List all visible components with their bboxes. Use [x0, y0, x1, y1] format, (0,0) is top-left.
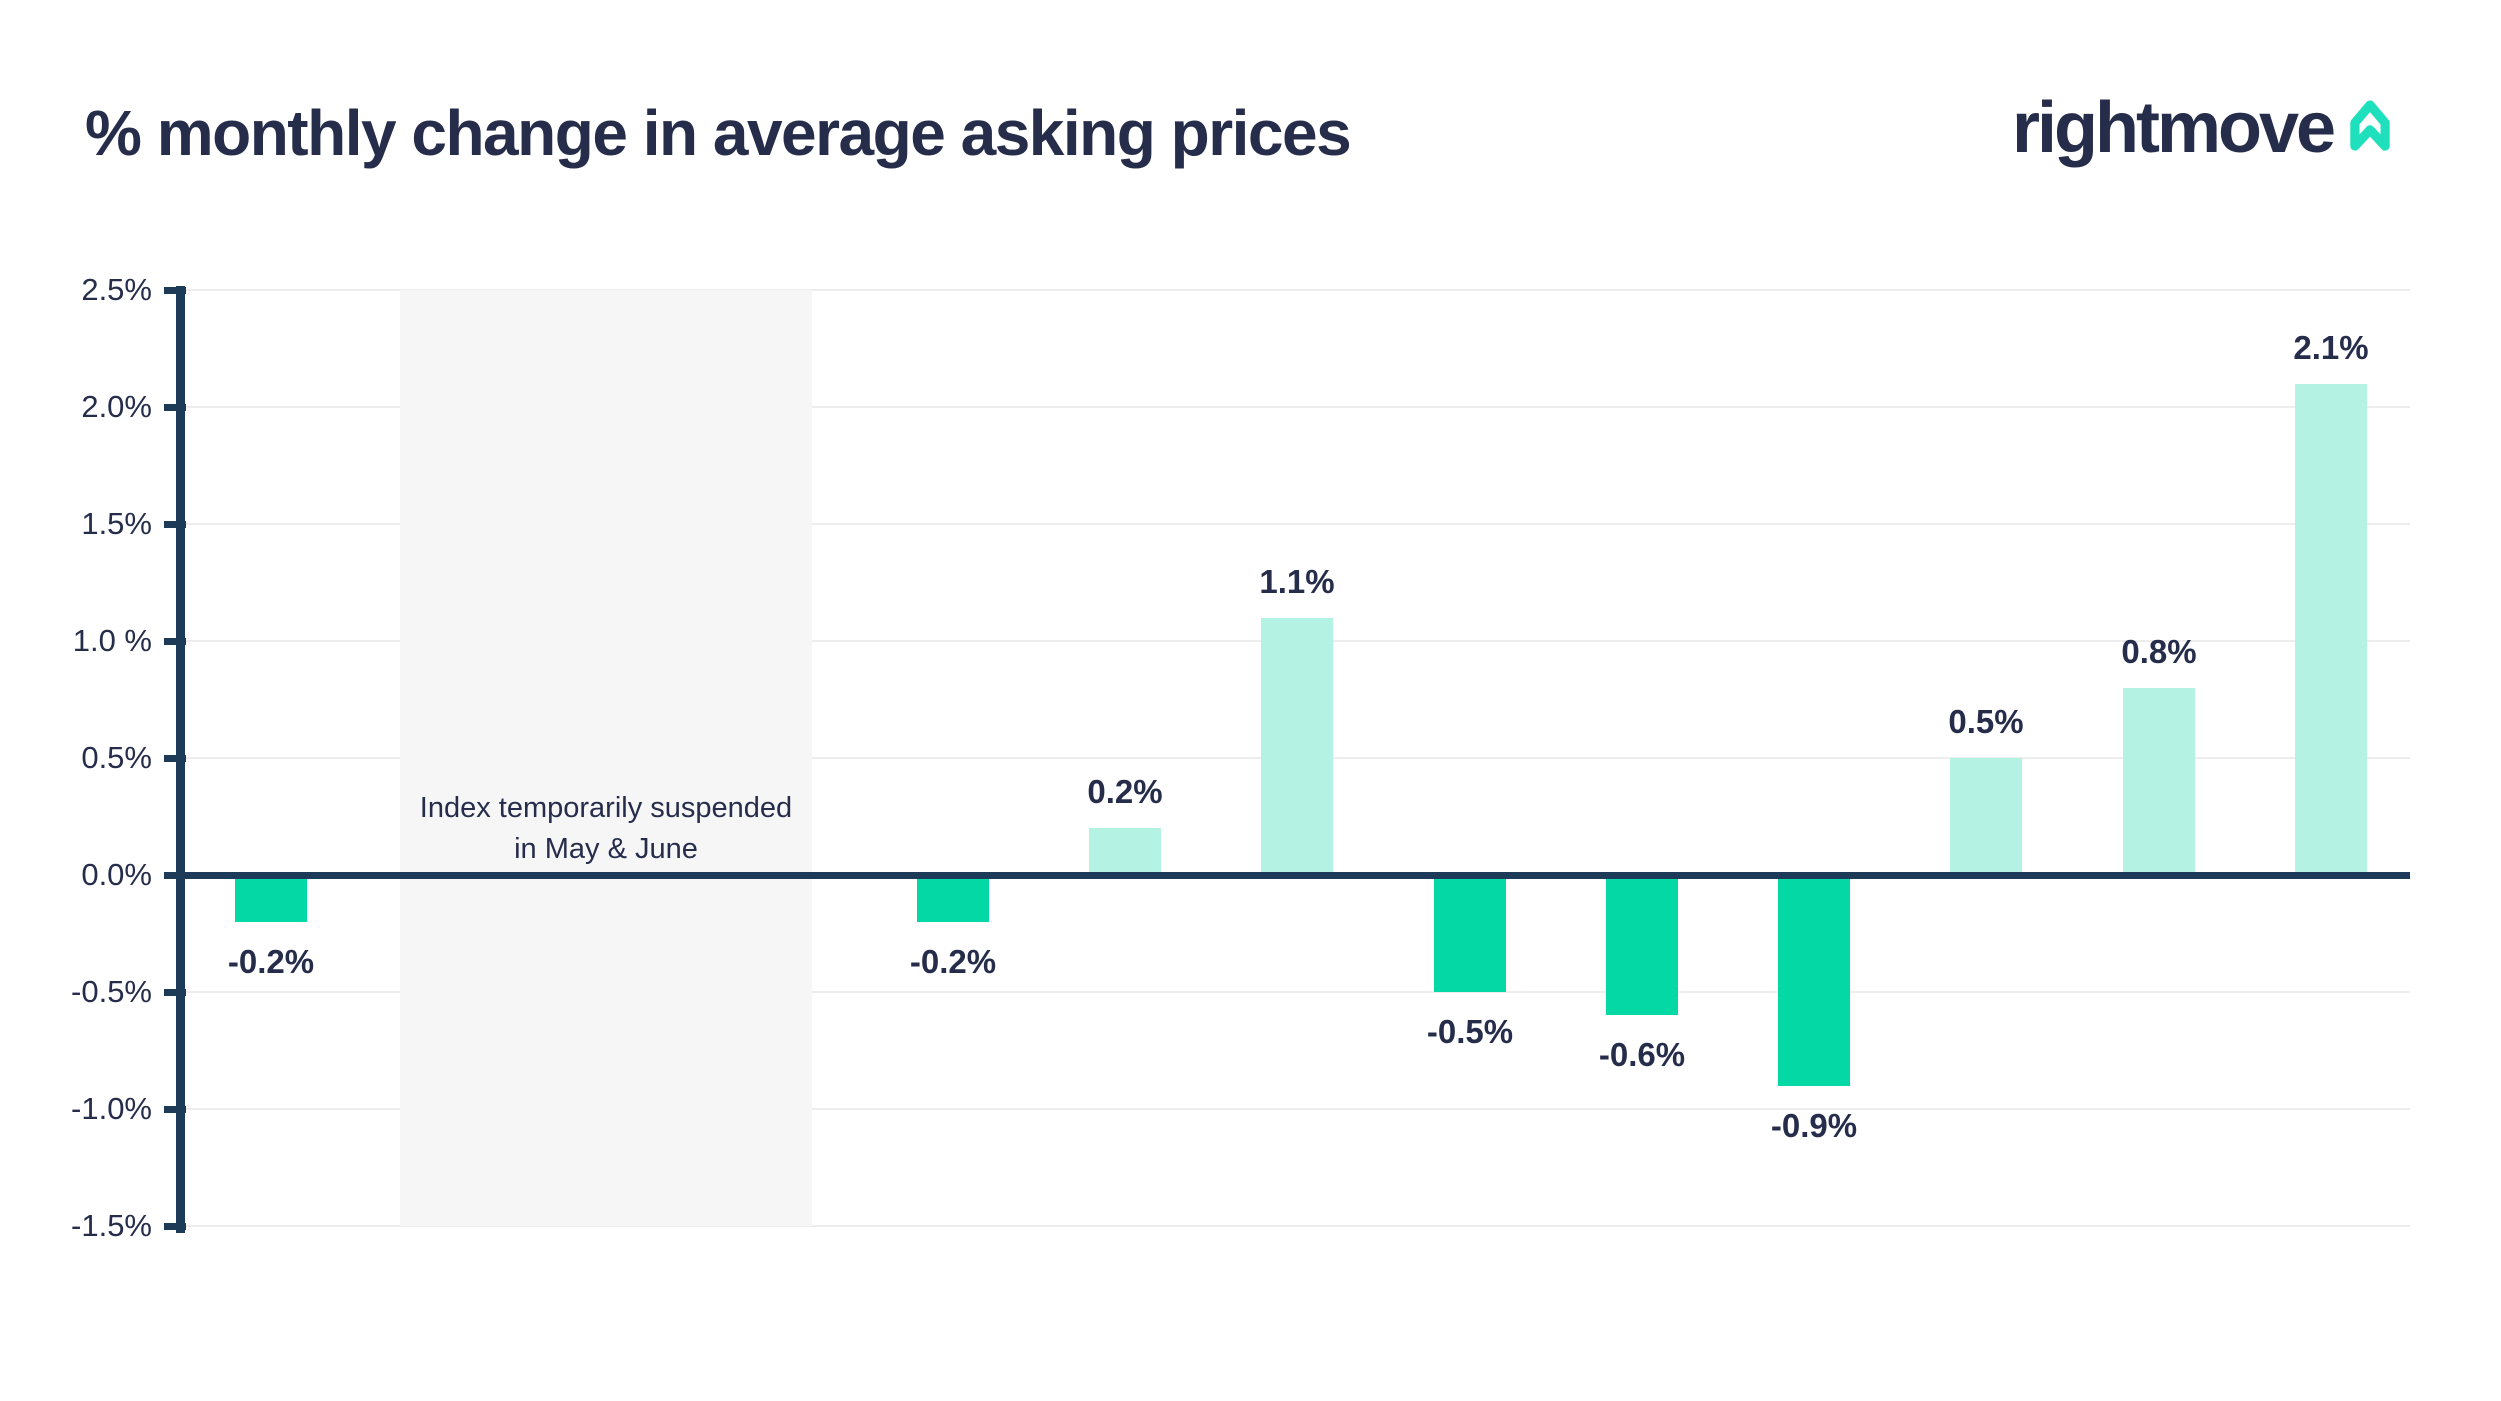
y-axis-tick-label: 1.5%: [81, 506, 152, 541]
bar-value-label: 0.5%: [1948, 703, 2024, 740]
bar-value-label: 0.8%: [2121, 632, 2197, 670]
y-axis-tick: [164, 286, 186, 294]
bar-value-label: -0.2%: [227, 942, 315, 980]
bar-value-label: -0.9%: [1770, 1106, 1858, 1144]
y-axis-tick-label: 2.5%: [81, 272, 152, 307]
y-axis-tick: [164, 520, 186, 528]
zero-baseline: [181, 871, 2410, 879]
bar: [2123, 687, 2195, 875]
suspension-note-line2: in May & June: [514, 833, 698, 865]
y-axis-tick: [164, 1105, 186, 1113]
bar: [2295, 383, 2367, 875]
gridline: [181, 1225, 2410, 1227]
y-axis-tick: [164, 871, 186, 879]
bar: [1606, 875, 1678, 1016]
rightmove-wordmark: rightmove: [2012, 88, 2336, 168]
gridline: [181, 289, 2410, 291]
y-axis-tick-label: 0.0%: [81, 857, 152, 892]
y-axis-tick: [164, 988, 186, 996]
y-axis-tick-label: -0.5%: [71, 974, 152, 1009]
bar-value-label: 0.2%: [1087, 773, 1163, 811]
y-axis-tick-label: 0.5%: [81, 740, 152, 775]
y-axis-tick: [164, 754, 186, 762]
bar-value-label: -0.2%: [909, 942, 997, 980]
y-axis-tick-label: 1.0 %: [72, 623, 152, 658]
y-axis-tick: [164, 1222, 186, 1230]
rightmove-house-icon: [2350, 100, 2390, 151]
y-axis-tick-label: -1.5%: [71, 1208, 152, 1243]
gridline: [181, 406, 2410, 408]
y-axis-tick-label: 2.0%: [81, 389, 152, 424]
y-axis-tick: [164, 637, 186, 645]
gridline: [181, 523, 2410, 525]
bar: [1261, 617, 1333, 875]
bar-value-label: -0.6%: [1598, 1036, 1686, 1074]
suspension-note-line1: Index temporarily suspended: [419, 792, 793, 824]
bar: [1089, 828, 1161, 875]
gridline: [181, 1108, 2410, 1110]
bar: [235, 875, 307, 922]
bar: [1778, 875, 1850, 1086]
bar-value-label: -0.5%: [1426, 1013, 1514, 1050]
rightmove-logo: rightmove: [2012, 88, 2397, 168]
bar: [1434, 875, 1506, 992]
chart-title: % monthly change in average asking price…: [85, 97, 1352, 169]
y-axis-tick: [164, 403, 186, 411]
y-axis-tick-label: -1.0%: [71, 1091, 152, 1126]
suspension-note: Index temporarily suspended in May & Jun…: [400, 788, 812, 870]
index-suspended-band: Index temporarily suspended in May & Jun…: [400, 290, 812, 1226]
bar: [1950, 758, 2022, 875]
bar: [917, 875, 989, 922]
gridline: [181, 991, 2410, 993]
bar-value-label: 1.1%: [1259, 562, 1335, 600]
bar-value-label: 2.1%: [2293, 328, 2369, 366]
